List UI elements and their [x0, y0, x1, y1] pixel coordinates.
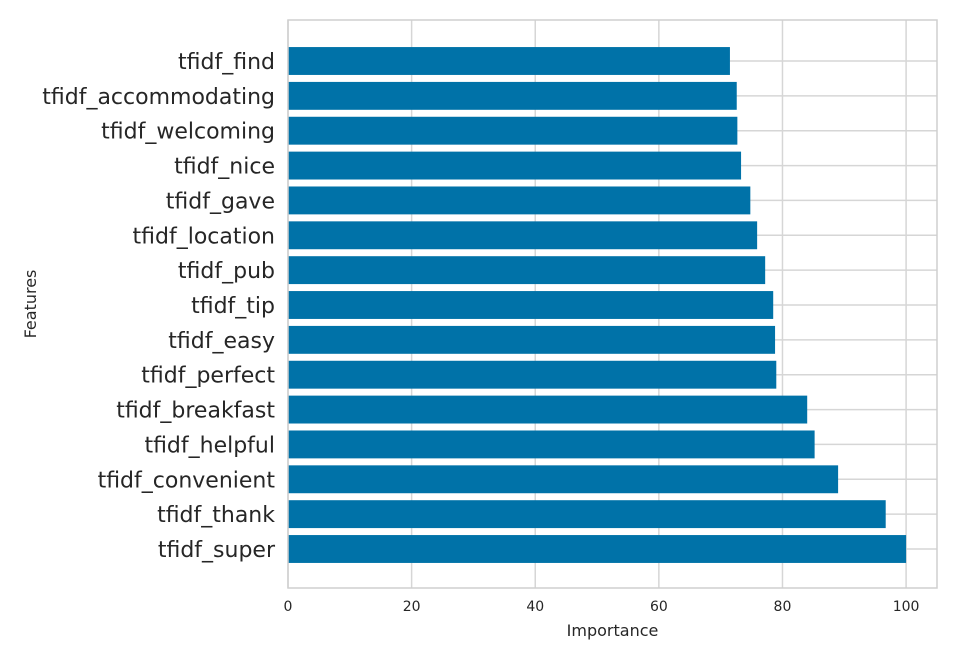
bar: [288, 395, 808, 424]
bar: [288, 535, 907, 563]
y-category-label: tfidf_perfect: [141, 364, 275, 389]
bar: [288, 116, 738, 145]
bar: [288, 360, 777, 389]
bar: [288, 256, 766, 285]
y-category-label: tfidf_helpful: [144, 433, 275, 458]
x-tick-label: 20: [403, 599, 421, 615]
bar: [288, 465, 839, 494]
y-category-label: tfidf_find: [178, 50, 275, 75]
y-category-label: tfidf_convenient: [98, 468, 276, 493]
bar: [288, 47, 730, 75]
bar: [288, 325, 776, 354]
y-category-label: tfidf_pub: [178, 259, 275, 284]
y-category-label: tfidf_easy: [168, 329, 275, 354]
x-tick-label: 80: [774, 599, 792, 615]
y-category-label: tfidf_gave: [166, 189, 275, 214]
x-tick-label: 0: [284, 599, 293, 615]
x-tick-label: 100: [893, 599, 920, 615]
bar: [288, 291, 774, 319]
bars-layer: [288, 47, 907, 563]
bar: [288, 500, 886, 529]
bar: [288, 221, 758, 250]
bar: [288, 81, 737, 110]
x-tick-label: 40: [526, 599, 544, 615]
bar: [288, 430, 815, 459]
y-category-label: tfidf_thank: [157, 503, 275, 528]
bar: [288, 186, 751, 215]
y-axis-title: Features: [21, 270, 40, 339]
y-category-labels: tfidf_find tfidf_accommodating tfidf_welco…: [42, 50, 276, 563]
y-category-label: tfidf_welcoming: [101, 120, 275, 145]
y-category-label: tfidf_nice: [174, 155, 275, 180]
y-category-label: tfidf_accommodating: [42, 85, 275, 110]
y-category-label: tfidf_super: [158, 538, 276, 563]
x-axis-title: Importance: [567, 621, 659, 640]
x-tick-label: 60: [650, 599, 668, 615]
plot-frame: [287, 19, 938, 589]
x-tick-labels: 0 20 40 60 80 100: [284, 599, 920, 615]
y-category-label: tfidf_breakfast: [116, 399, 275, 424]
bar: [288, 151, 742, 180]
y-category-label: tfidf_tip: [191, 294, 275, 319]
y-category-label: tfidf_location: [133, 224, 275, 249]
